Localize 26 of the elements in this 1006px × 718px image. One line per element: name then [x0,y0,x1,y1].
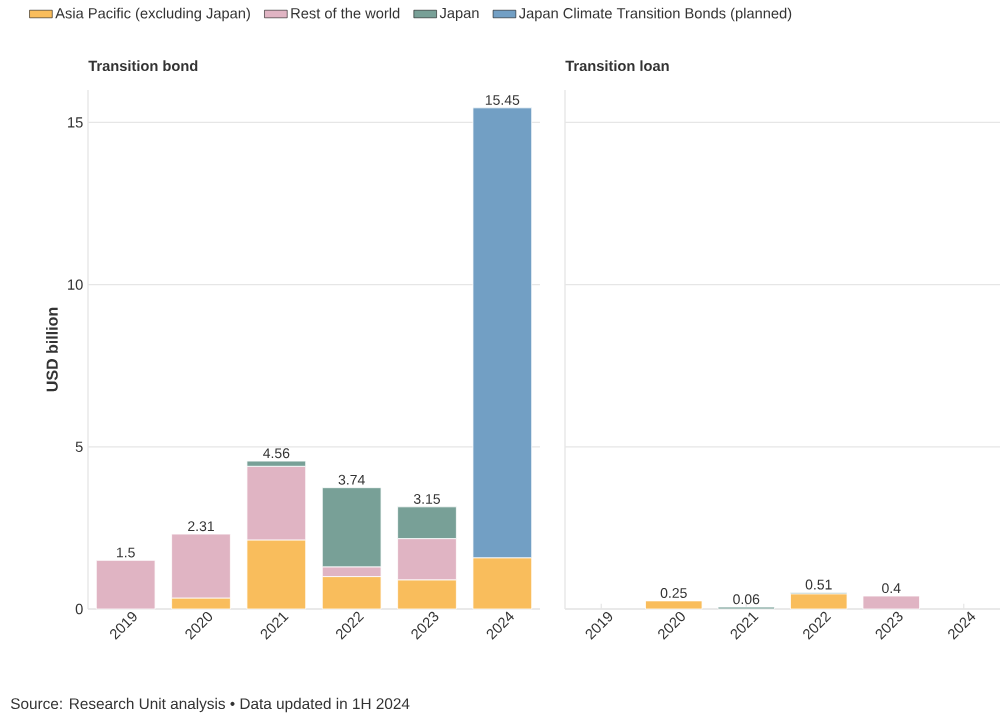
total-label: 15.45 [485,95,520,105]
y-tick-label: 0 [75,603,83,615]
bar [862,595,920,610]
legend-label: Rest of the world [291,7,400,19]
total-label: 0.51 [805,579,832,590]
total-label: 0.4 [882,583,901,594]
legend-label: Japan Climate Transition Bonds (planned) [519,7,792,22]
bar [790,593,848,610]
chart-title: Transition loan [565,60,669,72]
bar [645,600,703,610]
y-axis-title: USD billion [46,307,58,392]
total-label: 4.56 [263,448,290,459]
y-tick-label: 5 [75,441,83,452]
total-label: 3.74 [338,474,365,485]
legend-label: Asia Pacific (excluding Japan) [55,7,250,22]
y-tick-label: 10 [68,279,83,290]
total-label: 1.5 [117,547,135,558]
total-label: 3.15 [413,493,441,504]
legend-label: Japan [439,7,479,22]
source-note: Source: Research Unit analysis • Data updated in 1H 2024 [10,697,410,713]
y-tick-label: 15 [68,117,83,128]
total-label: 0.25 [660,588,687,598]
total-label: 0.06 [733,594,760,605]
bar [95,559,156,610]
total-label: 2.31 [188,521,214,532]
chart-title: Transition bond [88,60,198,72]
